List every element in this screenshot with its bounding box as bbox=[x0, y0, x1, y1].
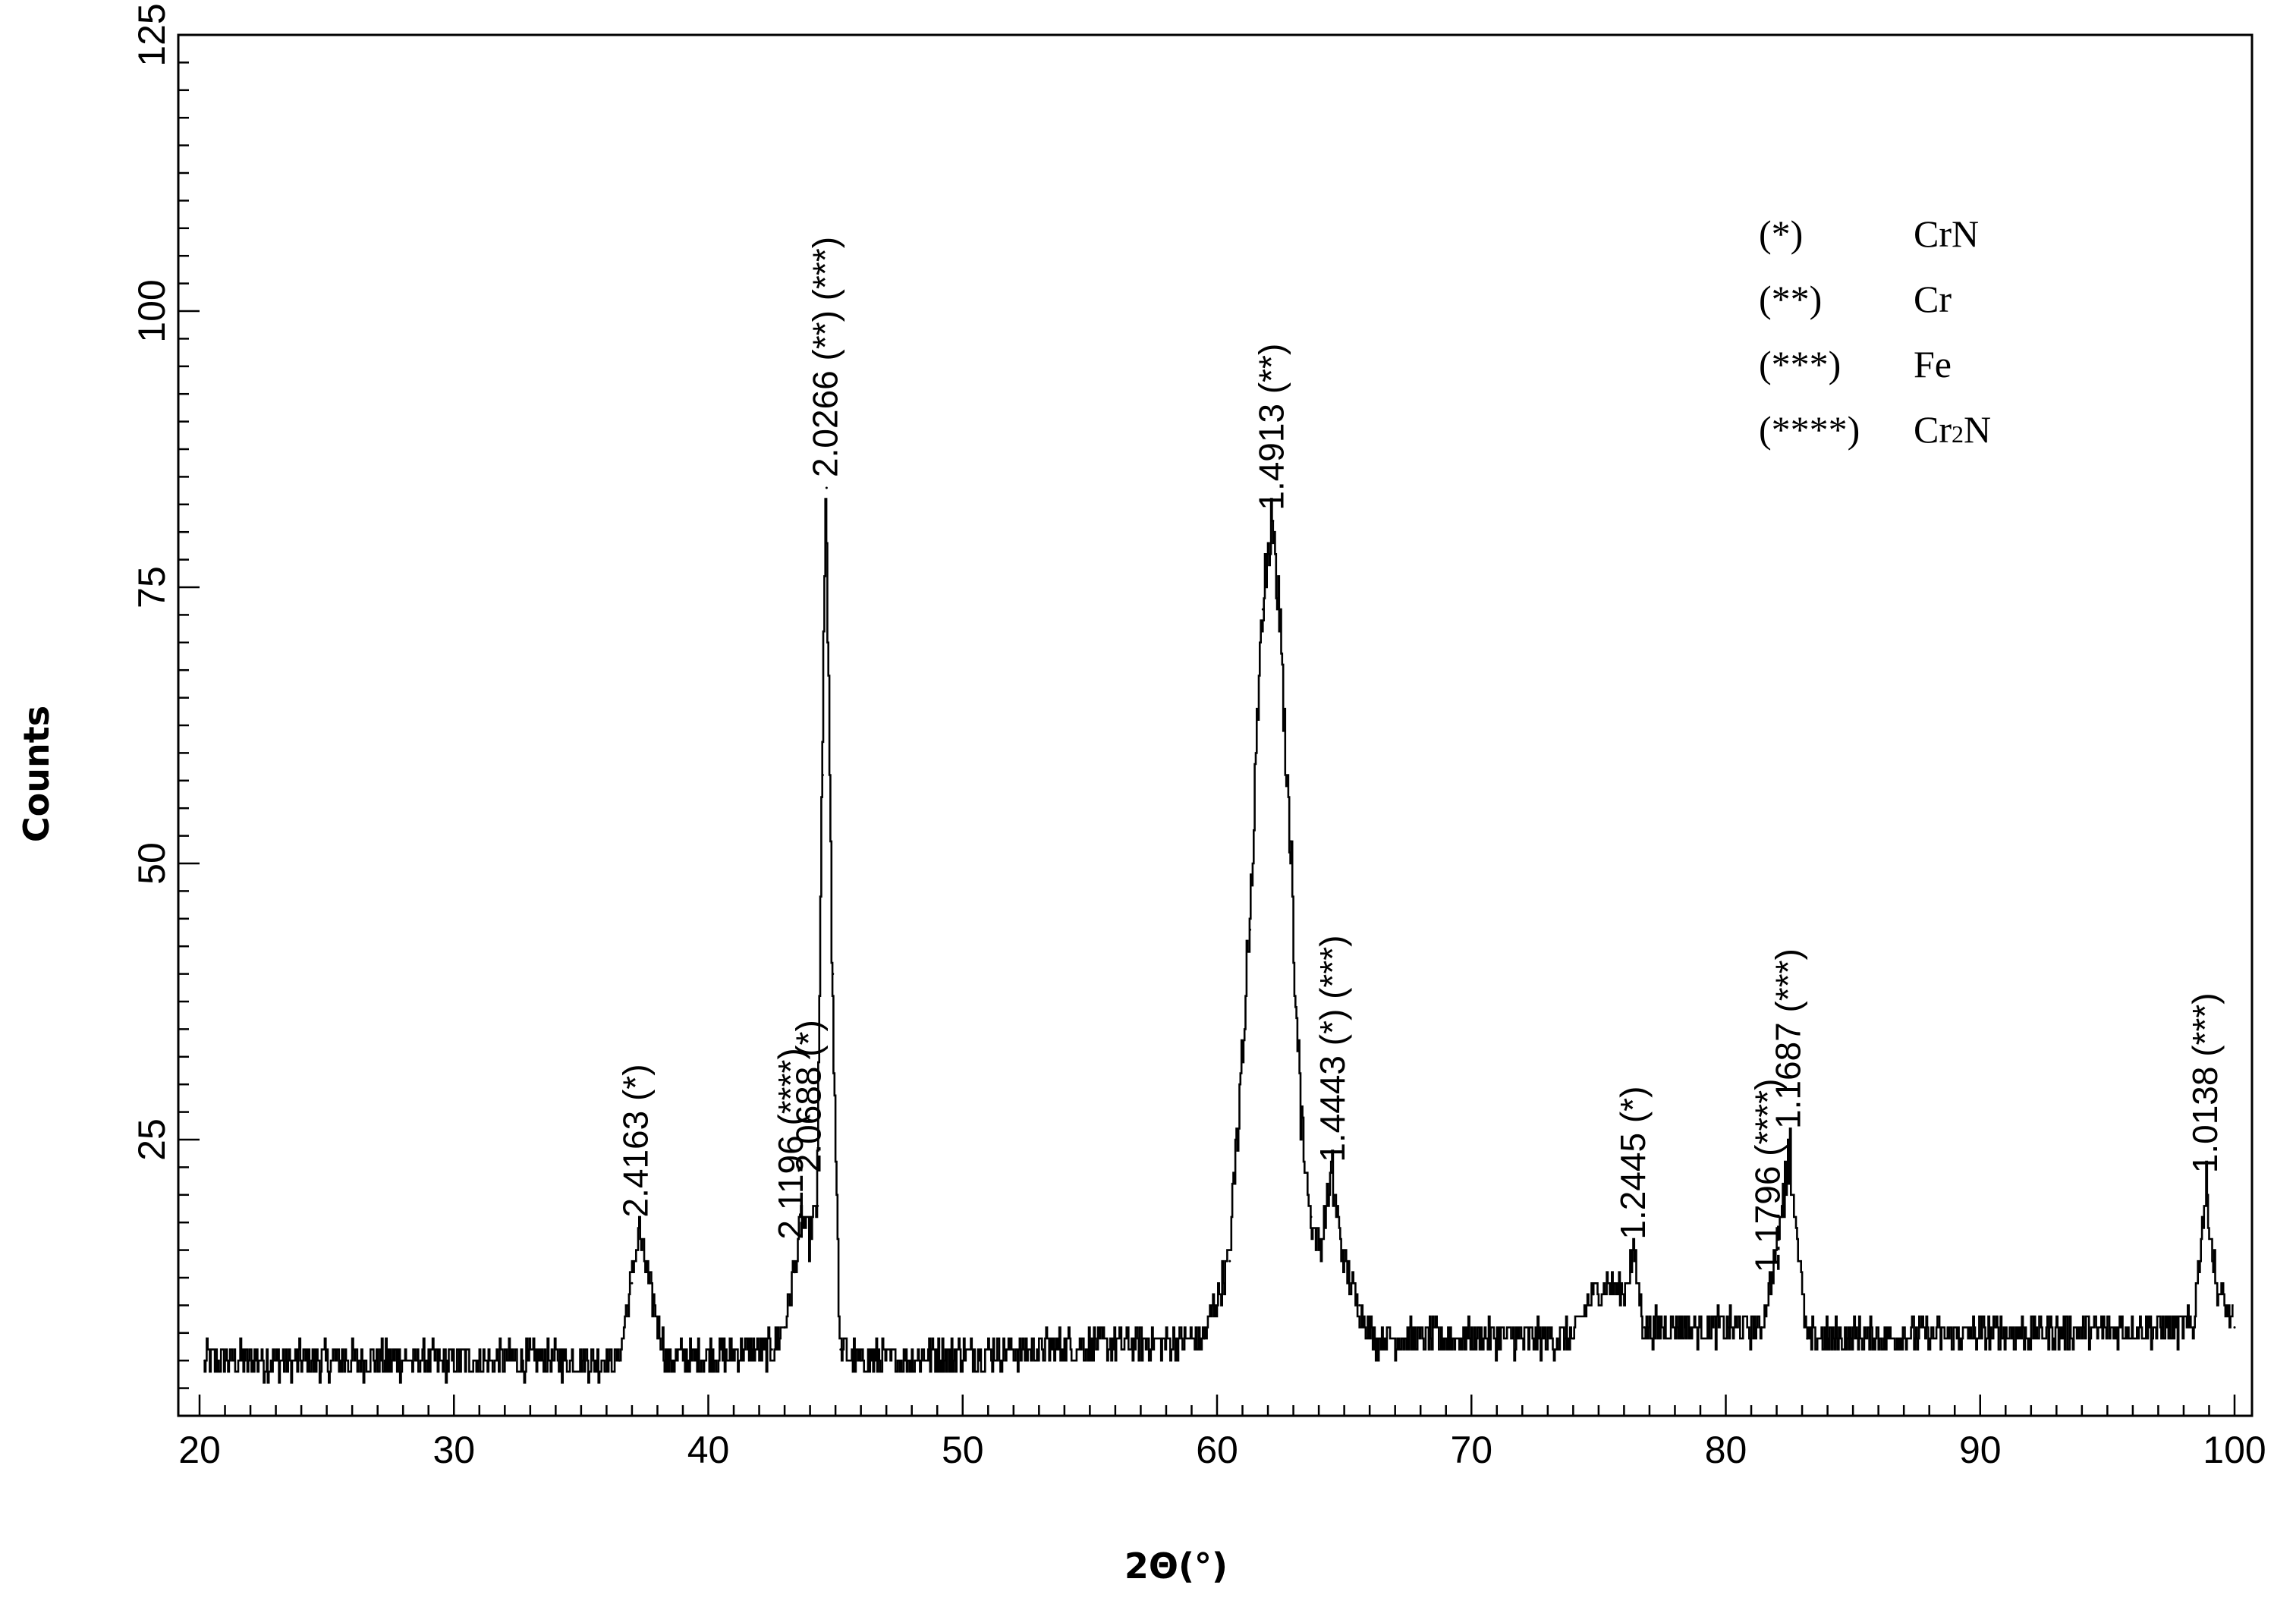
data-point bbox=[1770, 1282, 1773, 1285]
data-point bbox=[1203, 1337, 1206, 1340]
x-tick-label: 60 bbox=[1196, 1429, 1238, 1471]
x-tick-label: 30 bbox=[432, 1429, 475, 1471]
data-point bbox=[2192, 1326, 2195, 1329]
peak-label: 1.4913 (**) bbox=[1252, 344, 1291, 511]
data-point bbox=[1310, 1215, 1313, 1219]
peak-label: 1.4443 (*) (***) bbox=[1313, 936, 1352, 1162]
data-point bbox=[770, 1348, 773, 1351]
x-tick-label: 50 bbox=[942, 1429, 984, 1471]
data-point bbox=[1358, 1304, 1361, 1307]
peak-label: 1.1796 (****) bbox=[1747, 1079, 1787, 1273]
data-point bbox=[1571, 1337, 1574, 1340]
data-point bbox=[839, 1348, 842, 1351]
data-point bbox=[1633, 1249, 1636, 1252]
x-tick-label: 20 bbox=[178, 1429, 221, 1471]
x-tick-label: 70 bbox=[1450, 1429, 1492, 1471]
y-tick-label: 75 bbox=[131, 566, 173, 609]
y-tick-label: 25 bbox=[131, 1118, 173, 1161]
legend-marker: (**) bbox=[1759, 278, 1822, 320]
data-point bbox=[1622, 1293, 1625, 1296]
data-point bbox=[1760, 1326, 1763, 1329]
data-point bbox=[638, 1226, 641, 1229]
data-point bbox=[1806, 1337, 1809, 1340]
data-point bbox=[1228, 1259, 1231, 1263]
data-point bbox=[2205, 1182, 2208, 1185]
data-point bbox=[2233, 1326, 2236, 1329]
peak-label: 2.4163 (*) bbox=[616, 1064, 656, 1217]
y-tick-label: 100 bbox=[131, 279, 173, 342]
data-point bbox=[1261, 608, 1264, 611]
legend-marker: (*) bbox=[1759, 212, 1803, 255]
data-point bbox=[1319, 1249, 1323, 1252]
y-tick-label: 50 bbox=[131, 842, 173, 885]
data-point bbox=[825, 486, 828, 489]
y-axis-title: Counts bbox=[16, 706, 57, 842]
legend-marker: (****) bbox=[1759, 408, 1860, 451]
data-point bbox=[1592, 1293, 1595, 1296]
data-point bbox=[860, 1359, 863, 1362]
data-point bbox=[1289, 840, 1292, 843]
peak-label: 2.0688 (*) bbox=[789, 1020, 829, 1173]
data-point bbox=[801, 1215, 804, 1219]
data-point bbox=[1330, 1171, 1333, 1175]
data-point bbox=[1795, 1226, 1798, 1229]
data-point bbox=[1279, 630, 1282, 633]
x-axis-title: 2Θ(°) bbox=[1124, 1546, 1228, 1587]
data-point bbox=[1780, 1215, 1783, 1219]
peak-label: 2.1196 (****) bbox=[771, 1048, 810, 1239]
data-point bbox=[816, 1204, 819, 1207]
data-point bbox=[631, 1282, 634, 1285]
x-tick-label: 80 bbox=[1705, 1429, 1747, 1471]
data-point bbox=[1788, 1138, 1791, 1141]
data-point bbox=[1272, 520, 1275, 523]
legend-phase: Fe bbox=[1914, 343, 1952, 385]
peak-label: 1.2445 (*) bbox=[1613, 1087, 1653, 1240]
data-point bbox=[203, 1359, 206, 1362]
data-point bbox=[809, 1237, 812, 1241]
data-point bbox=[1343, 1259, 1346, 1263]
data-point bbox=[1249, 928, 1252, 931]
peak-label: 2.0266 (**) (***) bbox=[805, 237, 844, 477]
peak-labels: 2.4163 (*) 2.1196 (****)2.0688 (*) 2.0266 … bbox=[616, 237, 2225, 1272]
legend-phase: Cr bbox=[1914, 278, 1952, 320]
data-point bbox=[1643, 1326, 1646, 1329]
data-point bbox=[666, 1359, 669, 1362]
legend: (*) CrN (**) Cr (***) Fe (****) Cr2N bbox=[1759, 212, 1991, 451]
xrd-pattern-line bbox=[203, 498, 2234, 1384]
data-point bbox=[821, 774, 824, 777]
data-point bbox=[832, 973, 835, 976]
legend-phase: Cr2N bbox=[1914, 408, 1991, 451]
legend-phase: CrN bbox=[1914, 212, 1979, 255]
data-point bbox=[1300, 1105, 1303, 1108]
ticks: 20 30 40 50 60 70 80 90 100 25 50 75 100 125 bbox=[131, 3, 2266, 1471]
x-tick-label: 90 bbox=[1959, 1429, 2002, 1471]
data-point bbox=[618, 1359, 621, 1362]
data-point bbox=[793, 1271, 796, 1274]
data-point bbox=[648, 1282, 651, 1285]
data-point bbox=[1373, 1337, 1376, 1340]
data-point bbox=[2216, 1282, 2219, 1285]
legend-marker: (***) bbox=[1759, 343, 1841, 385]
peak-label: 1.0138 (***) bbox=[2185, 992, 2225, 1173]
x-tick-label: 40 bbox=[687, 1429, 730, 1471]
x-tick-label: 100 bbox=[2203, 1429, 2266, 1471]
peak-label: 1.1687 (***) bbox=[1768, 948, 1807, 1129]
data-point bbox=[1610, 1282, 1613, 1285]
data-point bbox=[783, 1326, 786, 1329]
y-tick-label: 125 bbox=[131, 3, 173, 66]
plot-area bbox=[203, 486, 2236, 1384]
